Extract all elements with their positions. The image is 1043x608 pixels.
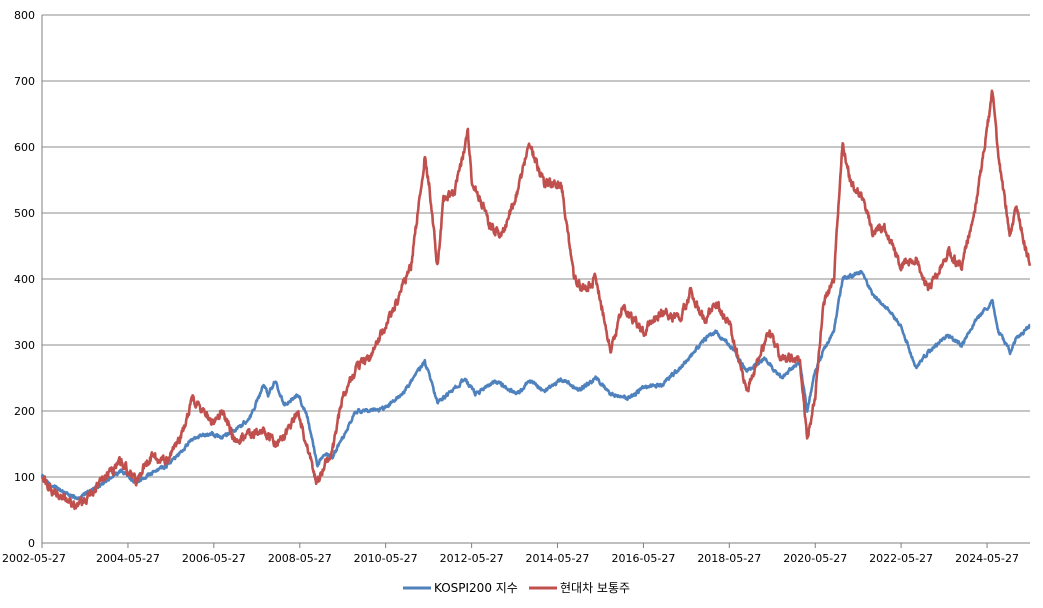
x-tick-label: 2002-05-27 bbox=[2, 552, 66, 565]
y-tick-label: 700 bbox=[14, 75, 35, 88]
y-tick-label: 800 bbox=[14, 9, 35, 22]
x-tick-label: 2014-05-27 bbox=[525, 552, 589, 565]
x-tick-label: 2024-05-27 bbox=[955, 552, 1019, 565]
x-tick-label: 2018-05-27 bbox=[697, 552, 761, 565]
series-line-0 bbox=[40, 269, 1031, 501]
x-tick-label: 2022-05-27 bbox=[869, 552, 933, 565]
x-tick-label: 2020-05-27 bbox=[783, 552, 847, 565]
y-axis: 0 100 200 300 400 500 600 700 800 bbox=[14, 9, 43, 550]
y-tick-label: 500 bbox=[14, 207, 35, 220]
x-tick-label: 2006-05-27 bbox=[182, 552, 246, 565]
series-line-1 bbox=[40, 89, 1032, 511]
x-tick-label: 2010-05-27 bbox=[354, 552, 418, 565]
legend-label-hyundai-motor: 현대차 보통주 bbox=[560, 581, 630, 595]
series-lines bbox=[40, 89, 1032, 511]
y-tick-label: 100 bbox=[14, 471, 35, 484]
x-tick-label: 2016-05-27 bbox=[611, 552, 675, 565]
y-tick-label: 400 bbox=[14, 273, 35, 286]
x-tick-label: 2008-05-27 bbox=[268, 552, 332, 565]
y-tick-label: 0 bbox=[28, 537, 35, 550]
x-axis: 2002-05-27 2004-05-27 2006-05-27 2008-05-27… bbox=[2, 543, 1019, 565]
legend-label-kospi200: KOSPI200 지수 bbox=[434, 581, 518, 595]
x-tick-label: 2012-05-27 bbox=[440, 552, 504, 565]
x-tick-label: 2004-05-27 bbox=[96, 552, 160, 565]
gridlines bbox=[42, 14, 1030, 544]
y-tick-label: 200 bbox=[14, 405, 35, 418]
y-tick-label: 300 bbox=[14, 339, 35, 352]
y-tick-label: 600 bbox=[14, 141, 35, 154]
legend: KOSPI200 지수 현대차 보통주 bbox=[403, 581, 630, 595]
